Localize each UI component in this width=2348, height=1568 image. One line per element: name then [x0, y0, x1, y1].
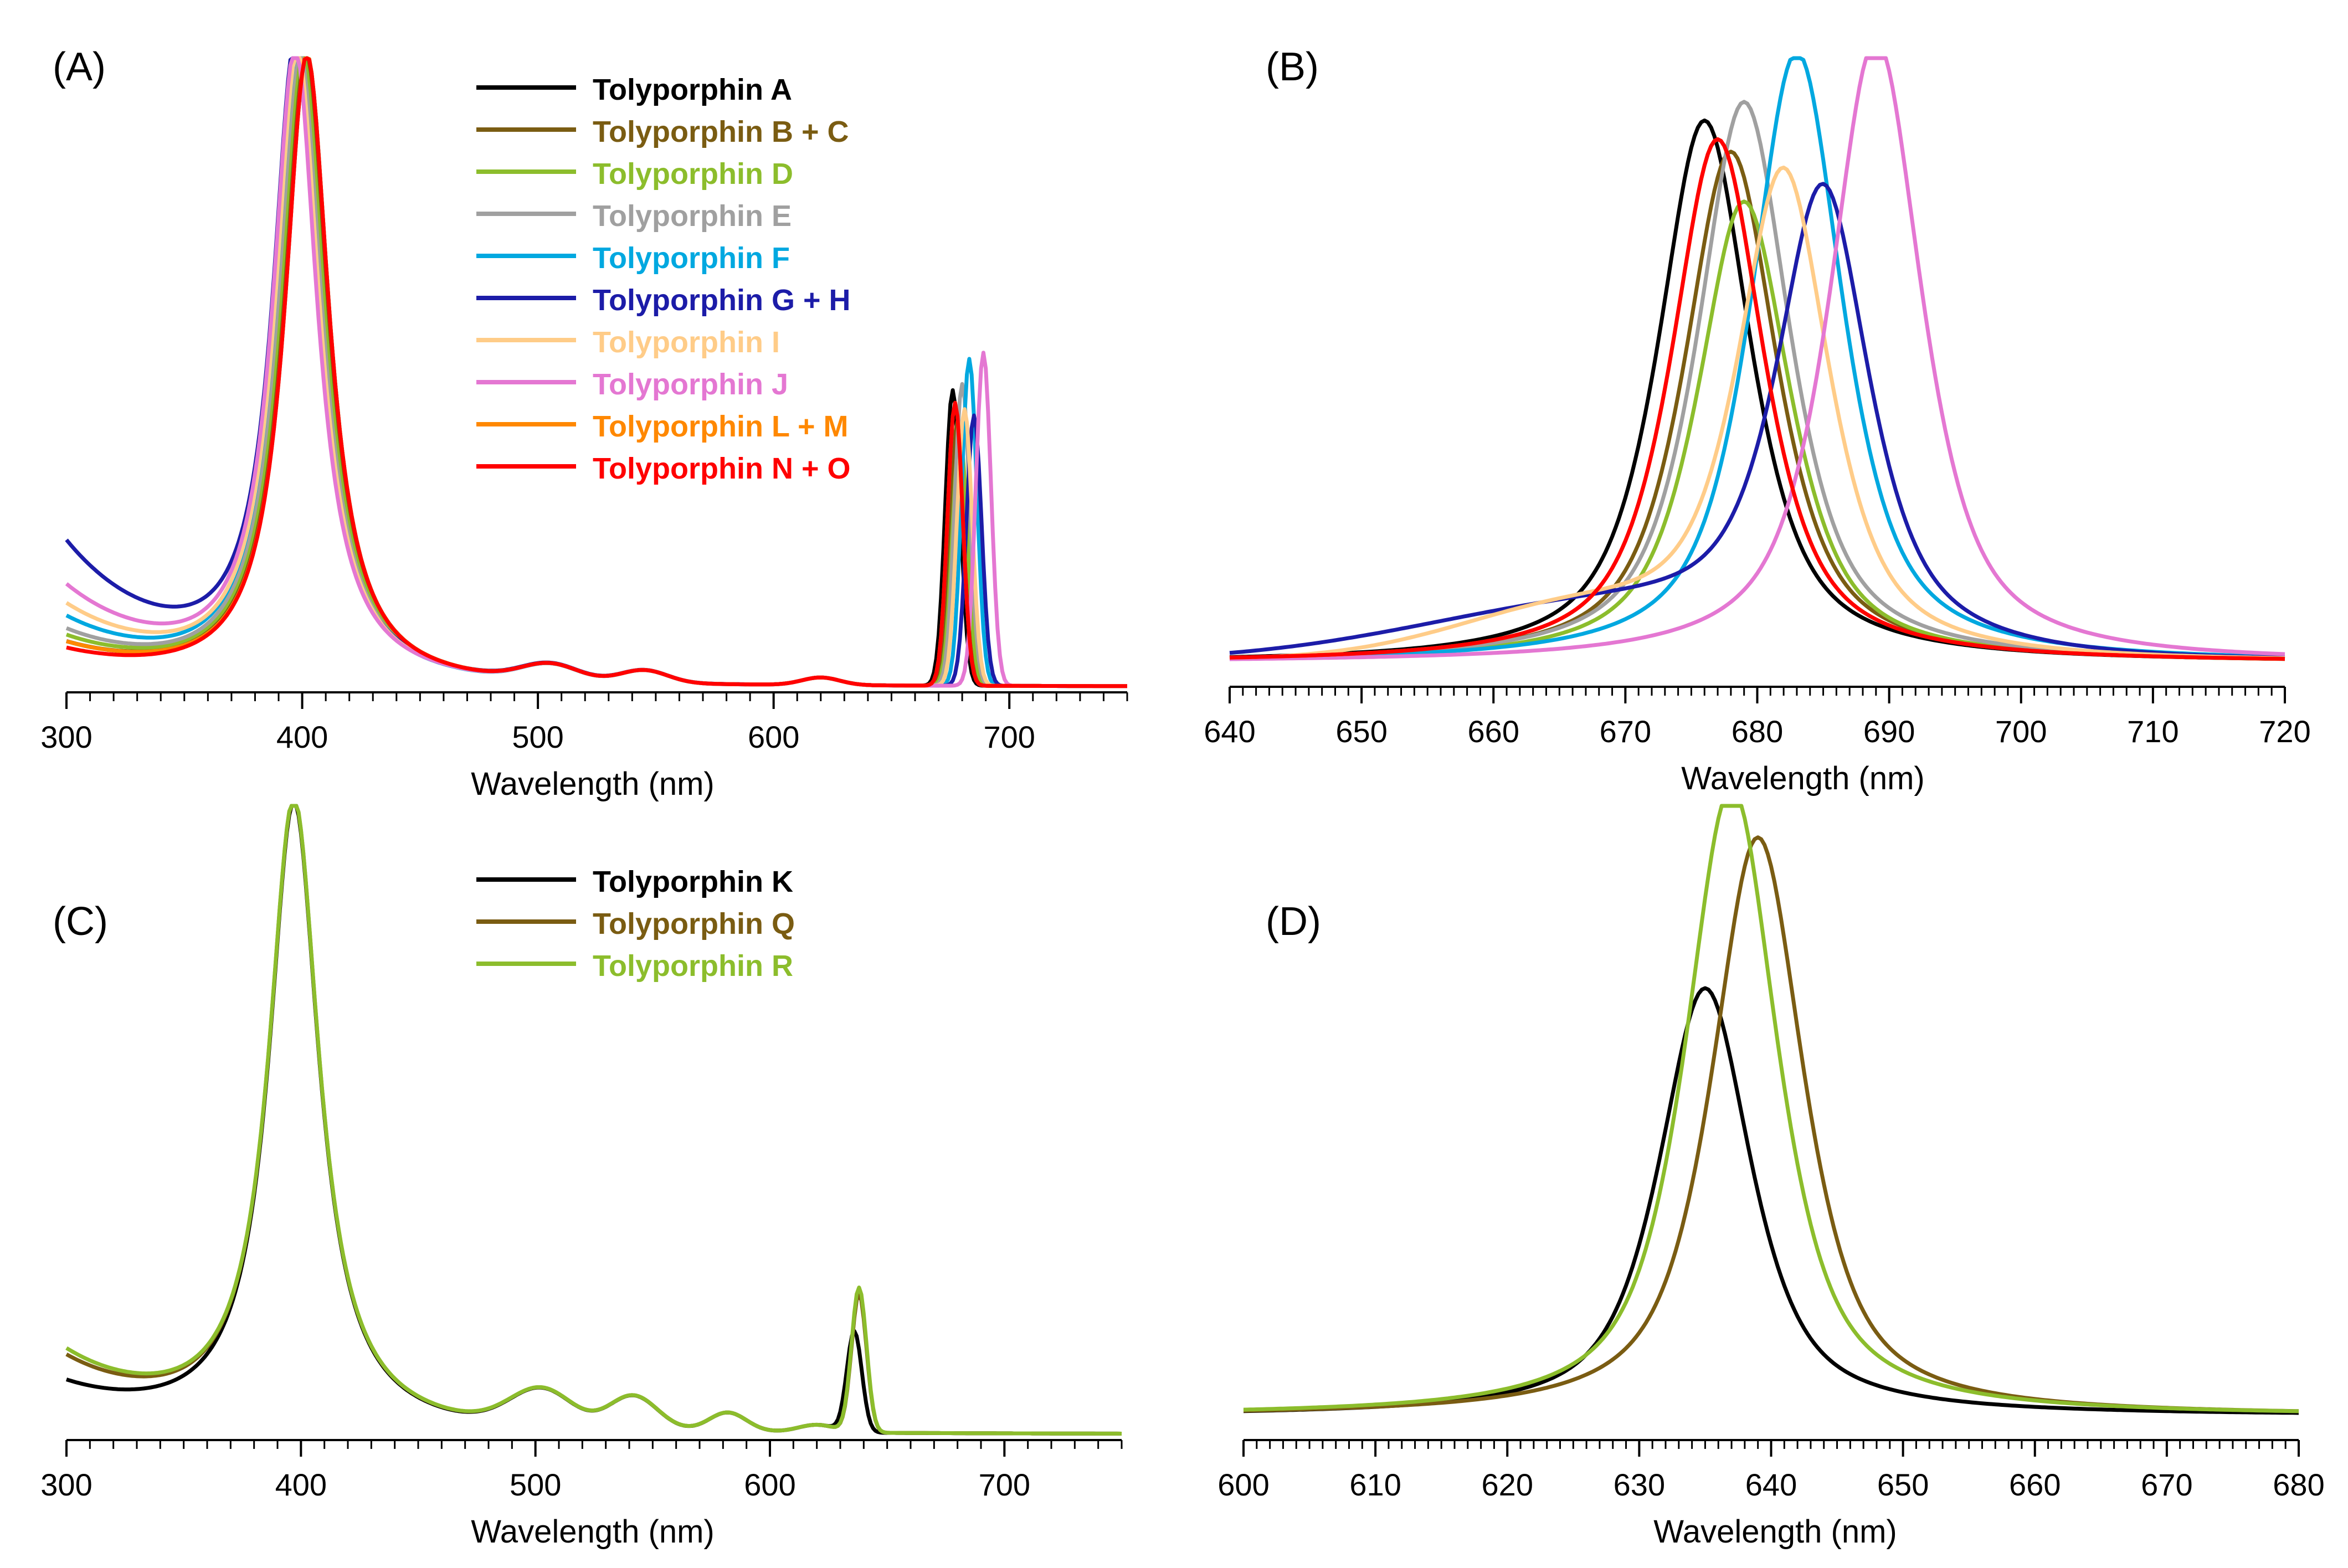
x-tick-label-d-600: 600	[1217, 1467, 1269, 1502]
panel-a: (A) Tolyporphin A Tolyporphin B + C Toly…	[53, 45, 851, 802]
series-line-panel-b-tolyporphin-l-m	[1229, 137, 2285, 661]
legend-label-tolyporphin-k: Tolyporphin K	[593, 865, 793, 898]
legend-label-tolyporphin-j: Tolyporphin J	[593, 368, 788, 401]
legend-item: Tolyporphin N + O	[476, 452, 851, 485]
x-tick-label-d-640: 640	[1745, 1467, 1797, 1502]
series-line-panel-d-tolyporphin-q	[1243, 835, 2299, 1413]
legend-item: Tolyporphin K	[476, 865, 793, 898]
panel-a-label: (A)	[53, 45, 106, 89]
x-tick-label-a-500: 500	[512, 719, 563, 754]
legend-item: Tolyporphin E	[476, 199, 792, 233]
x-tick-label-d-620: 620	[1482, 1467, 1533, 1502]
series-line-panel-c-tolyporphin-r	[65, 804, 1122, 1436]
x-tick-label-b-690: 690	[1863, 714, 1915, 749]
x-tick-label-b-640: 640	[1204, 714, 1255, 749]
legend-label-tolyporphin-q: Tolyporphin Q	[593, 907, 795, 940]
x-tick-label-b-660: 660	[1468, 714, 1519, 749]
x-tick-label-b-680: 680	[1732, 714, 1783, 749]
x-tick-label-c-700: 700	[979, 1467, 1030, 1502]
x-tick-label-d-630: 630	[1614, 1467, 1665, 1502]
x-tick-label-d-650: 650	[1877, 1467, 1929, 1502]
series-line-panel-b-tolyporphin-f	[1229, 56, 2285, 660]
series-line-panel-d-tolyporphin-k	[1243, 986, 2299, 1415]
x-tick-label-d-670: 670	[2141, 1467, 2192, 1502]
panel-b: (B) Wavelength (nm)	[1266, 45, 1925, 796]
legend-item: Tolyporphin B + C	[476, 115, 849, 148]
legend-item: Tolyporphin R	[476, 949, 793, 983]
legend-label-tolyporphin-b-c: Tolyporphin B + C	[593, 115, 849, 148]
panel-c-x-axis-title: Wavelength (nm)	[471, 1514, 714, 1550]
panel-a-legend: Tolyporphin A Tolyporphin B + C Tolyporp…	[476, 73, 851, 485]
x-tick-label-b-710: 710	[2127, 714, 2179, 749]
series-line-panel-b-tolyporphin-a	[1229, 119, 2285, 661]
panel-b-label: (B)	[1266, 45, 1319, 89]
series-line-panel-d-tolyporphin-r	[1243, 804, 2299, 1413]
x-tick-label-b-650: 650	[1335, 714, 1387, 749]
x-tick-label-c-600: 600	[744, 1467, 795, 1502]
legend-label-tolyporphin-e: Tolyporphin E	[593, 199, 792, 233]
panel-a-x-axis-title: Wavelength (nm)	[471, 766, 714, 802]
x-tick-label-c-300: 300	[40, 1467, 92, 1502]
legend-label-tolyporphin-d: Tolyporphin D	[593, 157, 793, 191]
series-line-panel-b-tolyporphin-g-h	[1229, 182, 2285, 660]
legend-item: Tolyporphin Q	[476, 907, 795, 940]
panel-c-label: (C)	[53, 899, 108, 944]
legend-item: Tolyporphin I	[476, 326, 780, 359]
panel-d: (D) Wavelength (nm)	[1266, 899, 1897, 1550]
legend-label-tolyporphin-a: Tolyporphin A	[593, 73, 792, 106]
legend-label-tolyporphin-f: Tolyporphin F	[593, 241, 790, 275]
x-tick-label-c-400: 400	[275, 1467, 327, 1502]
legend-item: Tolyporphin J	[476, 368, 788, 401]
legend-label-tolyporphin-g-h: Tolyporphin G + H	[593, 284, 851, 317]
legend-item: Tolyporphin L + M	[476, 410, 848, 443]
panel-d-x-axis-title: Wavelength (nm)	[1653, 1514, 1897, 1550]
x-tick-label-b-720: 720	[2259, 714, 2310, 749]
legend-item: Tolyporphin G + H	[476, 284, 851, 317]
x-tick-label-a-300: 300	[40, 719, 92, 754]
panel-b-x-axis-title: Wavelength (nm)	[1681, 760, 1924, 796]
x-tick-label-d-660: 660	[2009, 1467, 2061, 1502]
panel-c: (C) Tolyporphin K Tolyporphin Q Tolyporp…	[53, 865, 795, 1550]
x-tick-label-d-610: 610	[1349, 1467, 1401, 1502]
series-line-panel-a-tolyporphin-n-o	[66, 56, 1127, 688]
x-tick-label-a-600: 600	[748, 719, 799, 754]
legend-label-tolyporphin-n-o: Tolyporphin N + O	[593, 452, 851, 485]
series-line-panel-c-tolyporphin-k	[65, 804, 1122, 1436]
series-line-panel-b-tolyporphin-i	[1229, 166, 2285, 660]
x-tick-label-a-400: 400	[276, 719, 328, 754]
x-tick-label-b-700: 700	[1995, 714, 2047, 749]
legend-label-tolyporphin-i: Tolyporphin I	[593, 326, 780, 359]
x-tick-label-b-670: 670	[1600, 714, 1651, 749]
legend-item: Tolyporphin F	[476, 241, 790, 275]
series-line-panel-c-tolyporphin-q	[65, 804, 1122, 1436]
legend-item: Tolyporphin D	[476, 157, 793, 191]
series-line-panel-b-tolyporphin-j	[1229, 56, 2285, 661]
legend-label-tolyporphin-l-m: Tolyporphin L + M	[593, 410, 848, 443]
series-line-panel-b-tolyporphin-n-o	[1229, 137, 2285, 661]
panel-d-label: (D)	[1266, 899, 1321, 944]
x-tick-label-a-700: 700	[984, 719, 1035, 754]
legend-label-tolyporphin-r: Tolyporphin R	[593, 949, 793, 983]
series-line-panel-b-tolyporphin-d	[1229, 199, 2285, 661]
x-tick-label-d-680: 680	[2273, 1467, 2324, 1502]
legend-item: Tolyporphin A	[476, 73, 792, 106]
panel-c-legend: Tolyporphin K Tolyporphin Q Tolyporphin …	[476, 865, 795, 983]
x-tick-label-c-500: 500	[510, 1467, 561, 1502]
